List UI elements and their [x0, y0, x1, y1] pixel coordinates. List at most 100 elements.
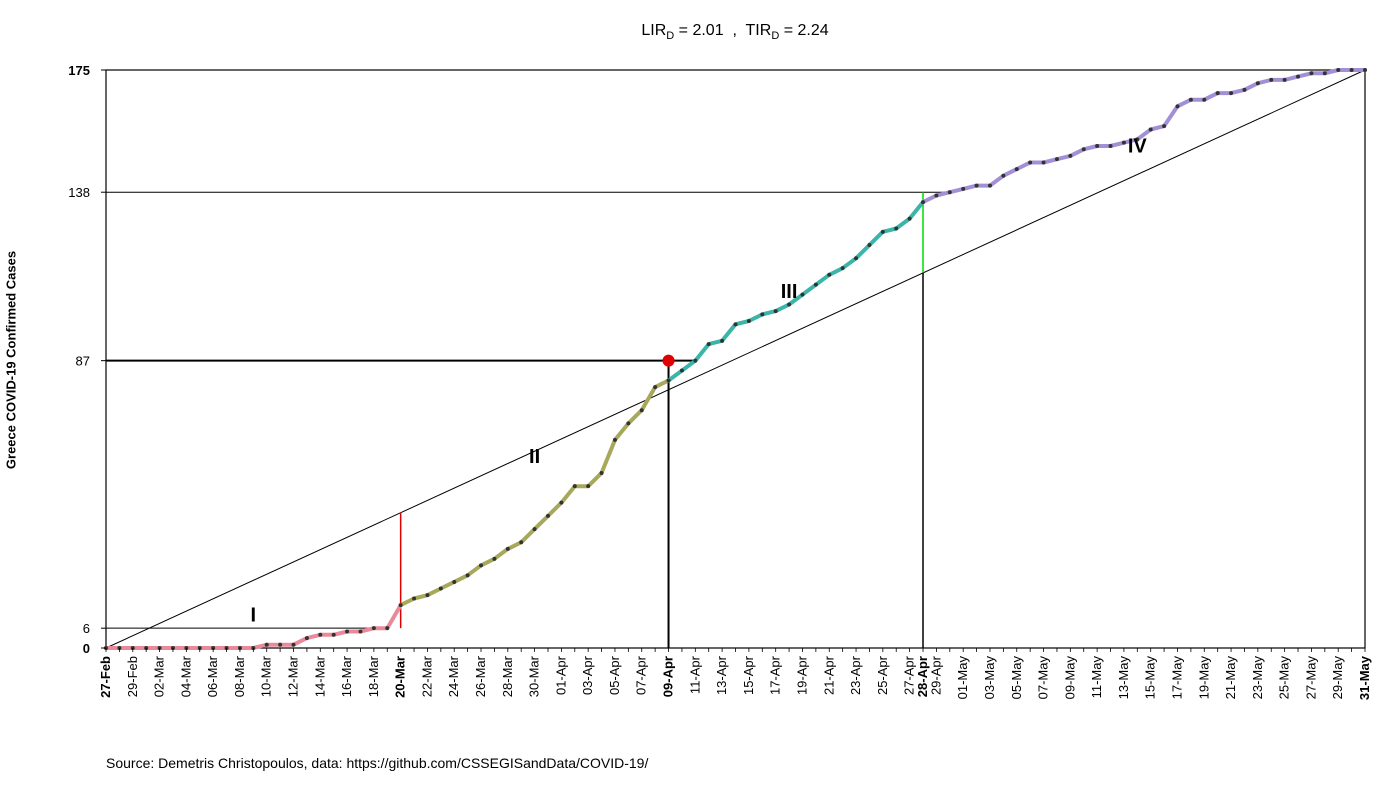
data-point — [947, 190, 952, 195]
data-point — [291, 642, 296, 647]
data-point — [1242, 87, 1247, 92]
y-tick-label: 175 — [68, 63, 90, 78]
x-tick-label: 26-Mar — [473, 655, 488, 697]
x-tick-label: 04-Mar — [178, 655, 193, 697]
x-tick-label: 09-May — [1062, 656, 1077, 700]
data-point — [1229, 91, 1234, 96]
x-tick-label: 10-Mar — [259, 655, 274, 697]
x-tick-label: 03-Apr — [580, 655, 595, 695]
x-tick-label: 27-Feb — [98, 656, 113, 698]
x-tick-label: 19-May — [1196, 656, 1211, 700]
data-point — [1095, 143, 1100, 148]
data-point — [264, 642, 269, 647]
data-point — [1135, 137, 1140, 142]
x-tick-label: 29-May — [1330, 656, 1345, 700]
x-tick-label: 21-May — [1223, 656, 1238, 700]
title-separator: , — [723, 22, 746, 39]
data-point — [1282, 77, 1287, 82]
data-point — [1322, 71, 1327, 76]
data-point — [438, 586, 443, 591]
x-tick-label: 22-Mar — [419, 655, 434, 697]
data-point — [1255, 81, 1260, 86]
x-tick-label: 23-May — [1250, 656, 1265, 700]
x-tick-label: 25-May — [1277, 656, 1292, 700]
data-point — [653, 385, 658, 390]
x-tick-label: 16-Mar — [339, 655, 354, 697]
tir-value: = 2.24 — [779, 22, 829, 39]
data-point — [840, 266, 845, 271]
data-point — [760, 312, 765, 317]
x-tick-label: 03-May — [982, 656, 997, 700]
data-point — [813, 282, 818, 287]
data-point — [733, 322, 738, 327]
data-point — [479, 563, 484, 568]
data-point — [1336, 68, 1341, 72]
data-point — [827, 272, 832, 277]
data-point — [773, 309, 778, 314]
x-tick-label: 13-Apr — [714, 655, 729, 695]
data-point — [1215, 91, 1220, 96]
series-segment-IV — [921, 68, 1367, 205]
x-tick-label: 15-Apr — [741, 655, 756, 695]
data-point — [800, 292, 805, 297]
data-point — [934, 193, 939, 198]
data-point — [358, 629, 363, 634]
data-point — [720, 338, 725, 343]
x-tick-label: 31-May — [1357, 655, 1372, 700]
x-tick-label: 27-May — [1303, 656, 1318, 700]
tir-label: TIR — [745, 22, 772, 39]
x-tick-label: 30-Mar — [527, 655, 542, 697]
source-note: Source: Demetris Christopoulos, data: ht… — [106, 755, 649, 771]
data-point — [532, 527, 537, 532]
y-tick-label: 138 — [68, 185, 90, 200]
x-tick-label: 02-Mar — [152, 655, 167, 697]
data-point — [318, 632, 323, 637]
data-point — [612, 437, 617, 442]
x-tick-label: 13-May — [1116, 656, 1131, 700]
x-tick-label: 25-Apr — [875, 655, 890, 695]
data-point — [278, 642, 283, 647]
data-point — [854, 256, 859, 261]
data-point — [545, 513, 550, 518]
data-point — [492, 556, 497, 561]
x-tick-label: 29-Apr — [928, 655, 943, 695]
data-point — [1175, 104, 1180, 109]
x-tick-label: 17-Apr — [768, 655, 783, 695]
chart-title: LIRD = 2.01 , TIRD = 2.24 — [0, 22, 1400, 42]
x-tick-label: 28-Mar — [500, 655, 515, 697]
x-tick-label: 01-Apr — [553, 655, 568, 695]
x-tick-label: 08-Mar — [232, 655, 247, 697]
data-point — [572, 484, 577, 489]
lir-subscript: D — [666, 30, 675, 43]
data-point — [1081, 147, 1086, 152]
data-point — [1068, 153, 1073, 158]
data-point — [1162, 124, 1167, 129]
data-point — [626, 421, 631, 426]
data-point — [974, 183, 979, 188]
data-point — [425, 593, 430, 598]
data-point — [398, 603, 403, 608]
data-point — [345, 629, 350, 634]
x-tick-label: 27-Apr — [902, 655, 917, 695]
data-point — [1121, 140, 1126, 145]
data-point — [1296, 74, 1301, 79]
x-tick-label: 07-Apr — [634, 655, 649, 695]
tir-subscript: D — [771, 30, 780, 43]
lir-value: = 2.01 — [674, 22, 724, 39]
x-tick-label: 28-Apr — [915, 656, 930, 697]
data-point — [1349, 68, 1354, 72]
data-point — [1202, 97, 1207, 102]
data-point — [385, 626, 390, 631]
x-tick-label: 23-Apr — [848, 655, 863, 695]
data-point — [452, 579, 457, 584]
data-point — [1041, 160, 1046, 165]
x-tick-label: 05-May — [1009, 656, 1024, 700]
highlight-marker — [662, 354, 675, 367]
data-point — [666, 378, 671, 383]
x-tick-label: 06-Mar — [205, 655, 220, 697]
data-point — [371, 626, 376, 631]
data-point — [639, 408, 644, 413]
series-segment-III — [666, 200, 925, 383]
x-tick-label: 29-Feb — [125, 656, 140, 697]
